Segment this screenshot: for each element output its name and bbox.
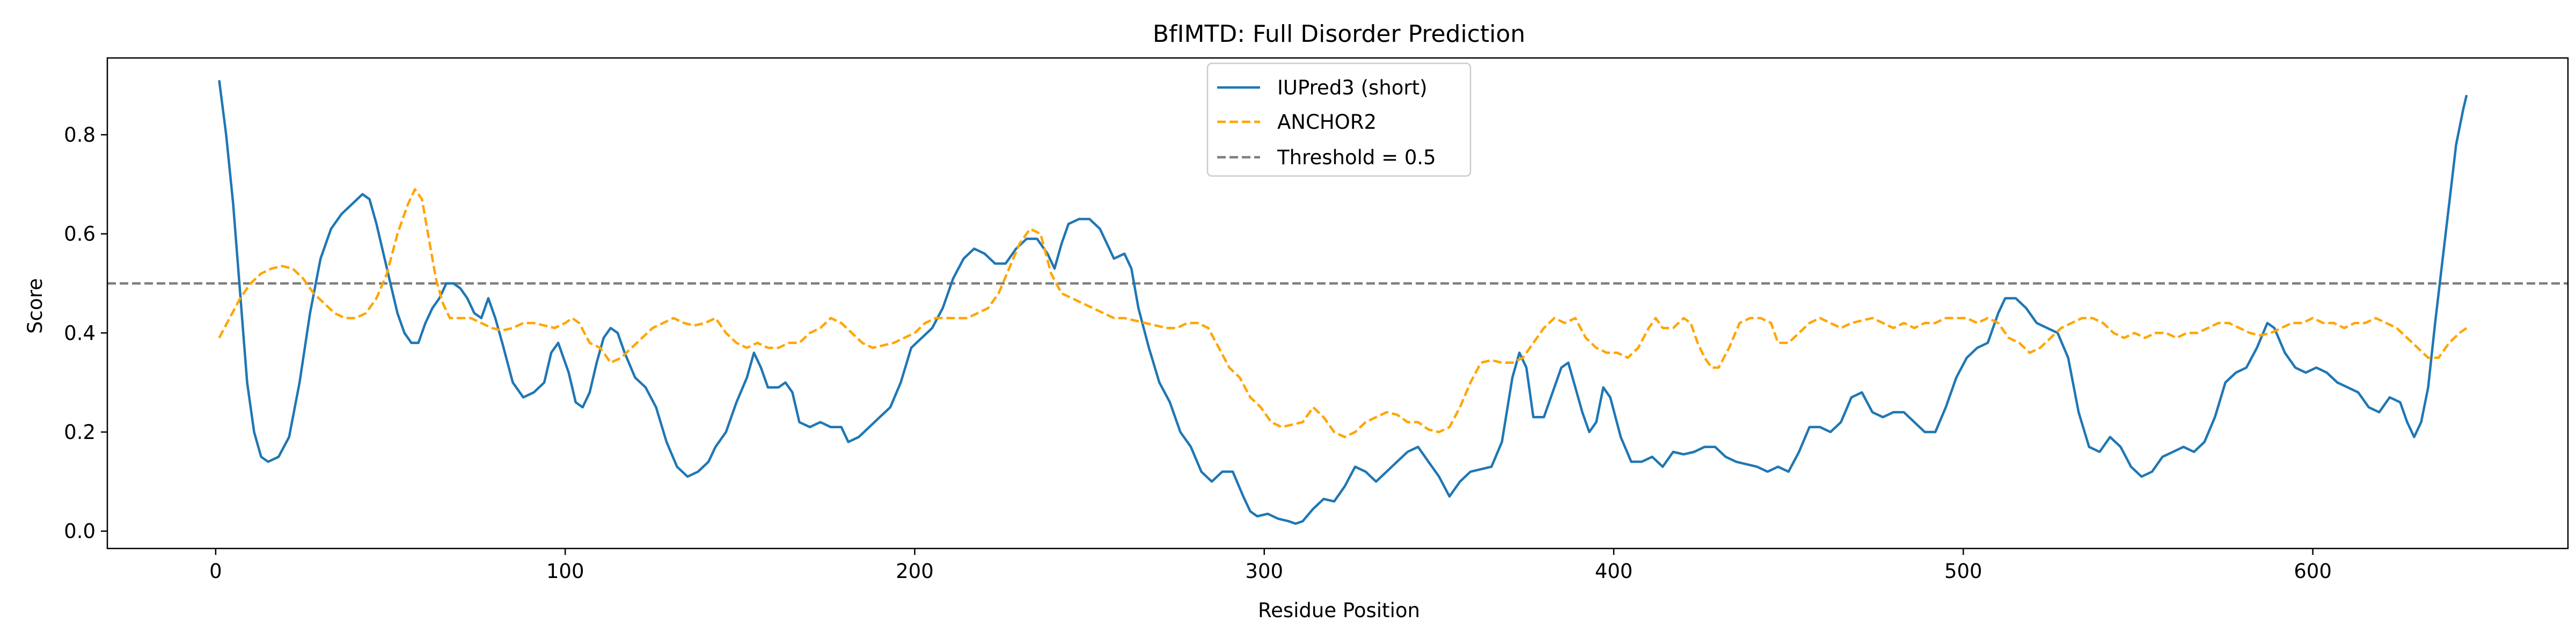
y-tick-label: 0.6 bbox=[64, 223, 96, 246]
plot-area bbox=[107, 80, 2568, 525]
x-tick-label: 600 bbox=[2294, 560, 2332, 583]
y-tick-label: 0.2 bbox=[64, 421, 96, 444]
legend: IUPred3 (short) ANCHOR2 Threshold = 0.5 bbox=[1206, 62, 1472, 177]
y-axis: 0.0 0.2 0.4 0.6 0.8 bbox=[64, 123, 107, 543]
y-tick-label: 0.4 bbox=[64, 321, 96, 345]
y-tick-label: 0.8 bbox=[64, 123, 96, 147]
x-tick-label: 100 bbox=[546, 560, 584, 583]
plot-frame bbox=[106, 57, 2569, 550]
x-axis: 0 100 200 300 400 500 600 bbox=[209, 548, 2332, 583]
legend-label-iupred3: IUPred3 (short) bbox=[1277, 76, 1428, 99]
x-tick-label: 200 bbox=[896, 560, 934, 583]
x-tick-label: 400 bbox=[1595, 560, 1633, 583]
legend-label-threshold: Threshold = 0.5 bbox=[1277, 146, 1436, 169]
y-axis-label: Score bbox=[24, 278, 47, 334]
series-line-anchor2 bbox=[218, 188, 2468, 438]
x-axis-label: Residue Position bbox=[1258, 599, 1420, 622]
chart-title: BfIMTD: Full Disorder Prediction bbox=[1153, 20, 1525, 48]
legend-box bbox=[1206, 62, 1472, 177]
x-tick-label: 300 bbox=[1245, 560, 1283, 583]
legend-label-anchor2: ANCHOR2 bbox=[1277, 111, 1377, 134]
series-line-iupred3 bbox=[218, 80, 2468, 525]
x-tick-label: 0 bbox=[209, 560, 222, 583]
y-tick-label: 0.0 bbox=[64, 520, 96, 543]
x-tick-label: 500 bbox=[1944, 560, 1982, 583]
